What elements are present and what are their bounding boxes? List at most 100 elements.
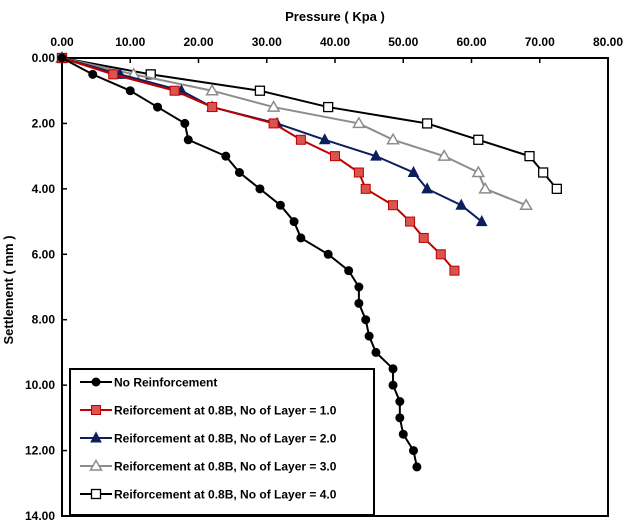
legend-marker (89, 459, 103, 471)
data-point (323, 249, 333, 259)
y-tick-label: 6.00 (32, 247, 56, 261)
y-tick-label: 12.00 (25, 444, 55, 458)
data-point (125, 86, 135, 96)
series-5 (56, 52, 562, 195)
data-point (169, 85, 180, 96)
y-tick-label: 0.00 (32, 51, 56, 65)
legend: No Reinforcement Reiforcement at 0.8B, No… (69, 368, 375, 516)
data-point (268, 118, 279, 129)
data-point (418, 232, 429, 243)
legend-label: Reiforcement at 0.8B, No of Layer = 4.0 (114, 488, 337, 502)
data-point (153, 102, 163, 112)
y-axis-title: Settlement ( mm ) (1, 235, 16, 344)
data-point (295, 134, 306, 145)
data-point (88, 69, 98, 79)
data-point (435, 249, 446, 260)
data-point (371, 347, 381, 357)
data-point (407, 165, 420, 177)
x-tick-label: 0.00 (50, 35, 74, 49)
data-point (234, 168, 244, 177)
data-point (405, 216, 416, 227)
data-point (449, 265, 460, 276)
y-tick-label: 4.00 (32, 182, 56, 196)
series-layer (55, 51, 562, 472)
legend-label: No Reinforcement (114, 376, 217, 390)
data-point (475, 214, 488, 227)
legend-label: Reiforcement at 0.8B, No of Layer = 2.0 (114, 432, 337, 446)
legend-marker (91, 377, 101, 387)
data-point (296, 233, 306, 243)
data-point (386, 132, 400, 145)
legend-item-3: Reiforcement at 0.8B, No of Layer = 2.0 (80, 431, 337, 446)
data-point (318, 133, 331, 145)
series-line (61, 57, 527, 207)
legend-label: Reiforcement at 0.8B, No of Layer = 1.0 (114, 404, 337, 418)
series-1 (57, 53, 422, 472)
data-point (361, 315, 371, 325)
legend-box (69, 368, 375, 516)
data-point (344, 266, 354, 276)
legend-item-5: Reiforcement at 0.8B, No of Layer = 4.0 (80, 488, 337, 502)
data-point (57, 53, 67, 63)
y-tick-label: 8.00 (32, 313, 56, 327)
data-point (364, 331, 374, 341)
x-axis-ticks: 0.00 10.00 20.00 30.00 40.00 50.00 60.00 70.00 8… (50, 35, 623, 63)
x-tick-label: 70.00 (525, 35, 555, 49)
data-point (254, 85, 266, 96)
x-tick-label: 20.00 (183, 35, 213, 49)
y-axis-ticks: 0.00 2.00 4.00 6.00 8.00 10.00 12.00 14.00 (25, 51, 67, 521)
x-tick-label: 10.00 (115, 35, 145, 49)
legend-marker (90, 431, 102, 443)
data-point (388, 364, 398, 374)
legend-marker (90, 488, 102, 500)
data-point (437, 149, 452, 161)
data-point (207, 102, 218, 113)
data-point (354, 282, 364, 292)
data-point (353, 167, 364, 178)
data-point (551, 183, 562, 195)
data-point (275, 200, 285, 210)
data-point (330, 151, 340, 162)
data-point (255, 184, 265, 194)
data-point (360, 183, 371, 194)
data-point (519, 198, 533, 210)
data-point (323, 101, 334, 113)
data-point (395, 413, 405, 423)
y-tick-label: 14.00 (25, 509, 55, 521)
x-axis-title: Pressure ( Kpa ) (285, 9, 385, 24)
data-point (180, 118, 190, 128)
data-point (455, 198, 468, 210)
data-point (354, 298, 364, 308)
data-point (388, 380, 398, 390)
data-point (408, 446, 418, 456)
data-point (421, 182, 433, 194)
x-tick-label: 60.00 (456, 35, 486, 49)
legend-label: Reiforcement at 0.8B, No of Layer = 3.0 (114, 460, 337, 474)
legend-marker (91, 405, 101, 415)
x-tick-label: 40.00 (320, 35, 350, 49)
data-point (471, 165, 486, 178)
data-point (108, 69, 119, 80)
data-point (421, 118, 433, 129)
data-point (289, 217, 299, 227)
x-tick-label: 80.00 (593, 35, 623, 49)
x-tick-label: 50.00 (388, 35, 418, 49)
data-point (370, 149, 382, 161)
x-tick-label: 30.00 (252, 35, 282, 49)
data-point (352, 116, 366, 129)
data-point (395, 397, 405, 406)
legend-item-4: Reiforcement at 0.8B, No of Layer = 3.0 (80, 459, 337, 474)
data-point (538, 167, 549, 178)
data-point (388, 200, 399, 211)
data-point (524, 150, 535, 162)
y-tick-label: 10.00 (25, 378, 55, 392)
data-point (205, 83, 219, 96)
data-point (266, 100, 281, 112)
data-point (221, 151, 231, 161)
data-point (412, 462, 422, 472)
data-point (398, 429, 408, 439)
data-point (478, 181, 492, 194)
y-tick-label: 2.00 (32, 116, 56, 130)
data-point (473, 134, 484, 145)
